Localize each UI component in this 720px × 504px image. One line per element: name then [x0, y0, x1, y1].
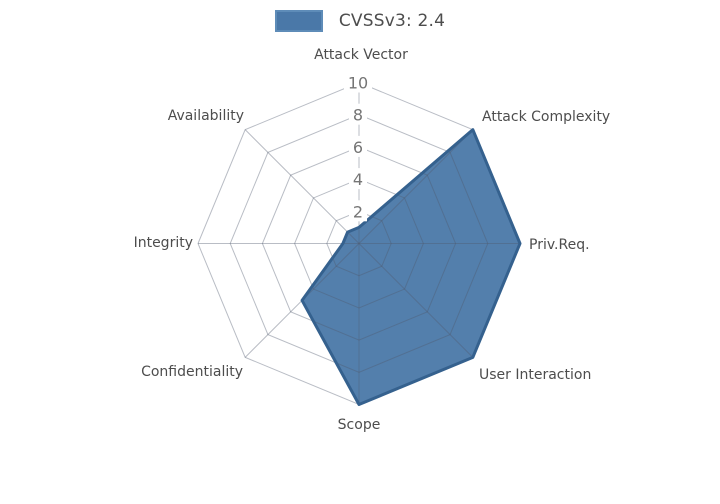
radar-series-fill[interactable]	[302, 129, 520, 405]
axis-label-confidentiality: Confidentiality	[141, 364, 243, 380]
axis-label-availability: Availability	[168, 108, 244, 124]
radial-tick-label: 4	[353, 170, 363, 189]
radar-grid-ring	[326, 210, 392, 277]
tick-backdrop	[349, 168, 367, 190]
axis-label-attack-complexity: Attack Complexity	[482, 109, 610, 125]
legend-label: CVSSv3: 2.4	[338, 11, 446, 31]
radar-axis-spoke	[358, 243, 474, 358]
axis-label-scope: Scope	[338, 417, 381, 433]
axis-label-priv-req-: Priv.Req.	[529, 237, 590, 253]
tick-backdrop	[344, 71, 372, 93]
radar-grid-ring	[261, 146, 457, 341]
radial-tick-label: 6	[353, 138, 363, 157]
radial-tick-label: 10	[348, 74, 368, 93]
axis-label-integrity: Integrity	[134, 235, 193, 251]
radar-grid-ring	[294, 178, 424, 309]
tick-backdrop	[349, 200, 367, 222]
tick-backdrop	[349, 135, 367, 157]
radar-axis-spoke	[244, 129, 360, 244]
radar-series-border[interactable]	[300, 128, 522, 406]
radial-tick-label: 8	[353, 106, 363, 125]
radar-axis-spoke	[358, 129, 474, 244]
radial-tick-label: 2	[353, 202, 363, 221]
radar-grid-ring	[229, 114, 489, 373]
axis-label-user-interaction: User Interaction	[479, 367, 591, 383]
legend[interactable]: CVSSv3: 2.4	[0, 8, 720, 34]
legend-swatch	[274, 10, 323, 32]
axis-label-attack-vector: Attack Vector	[314, 47, 408, 63]
tick-backdrop	[349, 103, 367, 125]
